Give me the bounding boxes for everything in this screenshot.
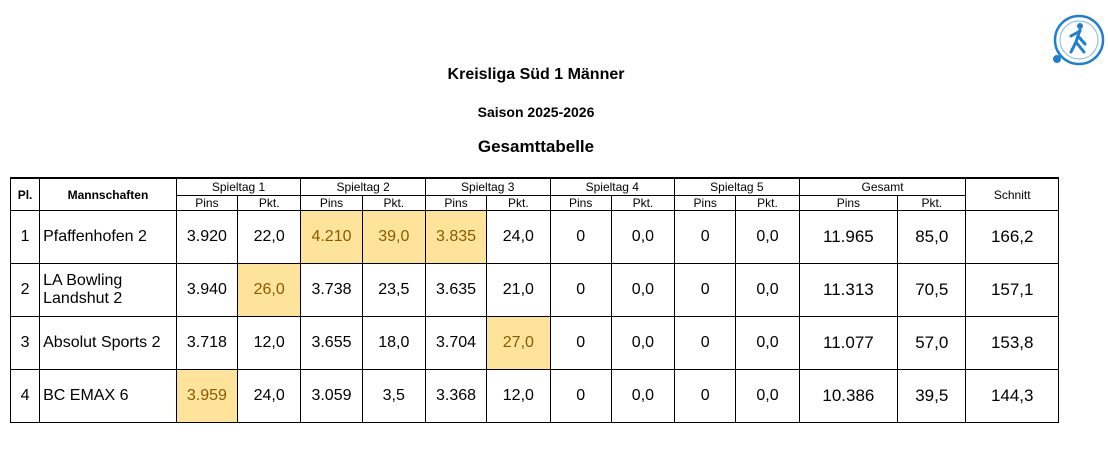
matchday-points-cell: 0,0 [610, 316, 676, 370]
matchday-pins-cell: 0 [549, 263, 612, 317]
column-average: Schnitt [965, 177, 1059, 211]
matchday-pins-cell: 0 [674, 369, 737, 423]
total-points-cell: 57,0 [897, 316, 967, 370]
matchday-pins-cell: 3.059 [300, 369, 363, 423]
matchday-pins-cell: 3.718 [175, 316, 239, 370]
matchday-points-cell: 21,0 [486, 263, 551, 317]
total-pins-cell: 11.313 [798, 263, 899, 317]
matchday-points-cell: 24,0 [237, 369, 302, 423]
matchday-pins-cell: 3.835 [424, 210, 488, 264]
matchday-points-cell: 23,5 [361, 263, 426, 317]
matchday-pins-cell: 0 [549, 316, 612, 370]
column-matchday-1: Spieltag 1 [175, 177, 302, 196]
place-cell: 3 [9, 316, 41, 370]
matchday-points-cell: 12,0 [486, 369, 551, 423]
matchday-points-cell: 0,0 [735, 369, 800, 423]
subheader-pins: Pins [674, 195, 737, 211]
column-matchday-2: Spieltag 2 [300, 177, 426, 196]
matchday-points-cell: 0,0 [610, 263, 676, 317]
place-cell: 2 [9, 263, 41, 317]
matchday-points-cell: 18,0 [361, 316, 426, 370]
team-cell: Pfaffenhofen 2 [39, 210, 177, 264]
table-row: 4 BC EMAX 6 3.959 24,0 3.059 3,5 3.368 12,0 0 0,0… [9, 369, 1059, 423]
average-cell: 166,2 [965, 210, 1059, 264]
matchday-points-cell: 26,0 [237, 263, 302, 317]
subheader-pins: Pins [424, 195, 488, 211]
column-matchday-5: Spieltag 5 [674, 177, 800, 196]
subheader-points: Pkt. [610, 195, 676, 211]
matchday-pins-cell: 3.920 [175, 210, 239, 264]
subheader-pins: Pins [549, 195, 612, 211]
subheader-points: Pkt. [486, 195, 551, 211]
matchday-pins-cell: 3.959 [175, 369, 239, 423]
matchday-pins-cell: 3.655 [300, 316, 363, 370]
average-cell: 153,8 [965, 316, 1059, 370]
table-row: 2 LA Bowling Landshut 2 3.940 26,0 3.738 23,5… [9, 263, 1059, 317]
column-matchday-3: Spieltag 3 [424, 177, 551, 196]
column-place: Pl. [9, 177, 41, 211]
matchday-points-cell: 24,0 [486, 210, 551, 264]
matchday-pins-cell: 0 [674, 316, 737, 370]
subheader-pins: Pins [798, 195, 899, 211]
matchday-points-cell: 0,0 [735, 316, 800, 370]
table-row: 3 Absolut Sports 2 3.718 12,0 3.655 18,0 3.704… [9, 316, 1059, 370]
place-cell: 4 [9, 369, 41, 423]
team-cell: Absolut Sports 2 [39, 316, 177, 370]
league-title: Kreisliga Süd 1 Männer [447, 66, 625, 83]
total-points-cell: 39,5 [897, 369, 967, 423]
team-cell: BC EMAX 6 [39, 369, 177, 423]
total-pins-cell: 10.386 [798, 369, 899, 423]
subheader-points: Pkt. [361, 195, 426, 211]
matchday-pins-cell: 3.940 [175, 263, 239, 317]
column-total: Gesamt [798, 177, 967, 196]
matchday-pins-cell: 0 [674, 210, 737, 264]
table-title: Gesamttabelle [477, 137, 595, 156]
standings-table: Pl. Mannschaften Spieltag 1 Spieltag 2 S… [9, 177, 1059, 423]
total-pins-cell: 11.077 [798, 316, 899, 370]
subheader-points: Pkt. [237, 195, 302, 211]
column-matchday-4: Spieltag 4 [549, 177, 676, 196]
subheader-pins: Pins [300, 195, 363, 211]
matchday-points-cell: 22,0 [237, 210, 302, 264]
average-cell: 157,1 [965, 263, 1059, 317]
matchday-pins-cell: 0 [549, 210, 612, 264]
column-team: Mannschaften [39, 177, 177, 211]
matchday-points-cell: 0,0 [610, 369, 676, 423]
matchday-points-cell: 0,0 [735, 210, 800, 264]
matchday-pins-cell: 4.210 [300, 210, 363, 264]
total-points-cell: 85,0 [897, 210, 967, 264]
place-cell: 1 [9, 210, 41, 264]
matchday-points-cell: 0,0 [610, 210, 676, 264]
matchday-pins-cell: 3.738 [300, 263, 363, 317]
team-cell: LA Bowling Landshut 2 [39, 263, 177, 317]
matchday-points-cell: 39,0 [361, 210, 426, 264]
matchday-pins-cell: 3.635 [424, 263, 488, 317]
total-pins-cell: 11.965 [798, 210, 899, 264]
matchday-points-cell: 3,5 [361, 369, 426, 423]
matchday-pins-cell: 3.368 [424, 369, 488, 423]
matchday-pins-cell: 3.704 [424, 316, 488, 370]
season-subtitle: Saison 2025-2026 [477, 104, 595, 120]
matchday-points-cell: 12,0 [237, 316, 302, 370]
header-row: Pl. Mannschaften Spieltag 1 Spieltag 2 S… [9, 177, 1059, 211]
total-points-cell: 70,5 [897, 263, 967, 317]
matchday-pins-cell: 0 [674, 263, 737, 317]
table-row: 1 Pfaffenhofen 2 3.920 22,0 4.210 39,0 3.835 24… [9, 210, 1059, 264]
matchday-points-cell: 0,0 [735, 263, 800, 317]
matchday-pins-cell: 0 [549, 369, 612, 423]
subheader-points: Pkt. [735, 195, 800, 211]
matchday-points-cell: 27,0 [486, 316, 551, 370]
subheader-points: Pkt. [897, 195, 967, 211]
average-cell: 144,3 [965, 369, 1059, 423]
bowling-federation-logo-icon [1053, 14, 1105, 66]
subheader-pins: Pins [175, 195, 239, 211]
